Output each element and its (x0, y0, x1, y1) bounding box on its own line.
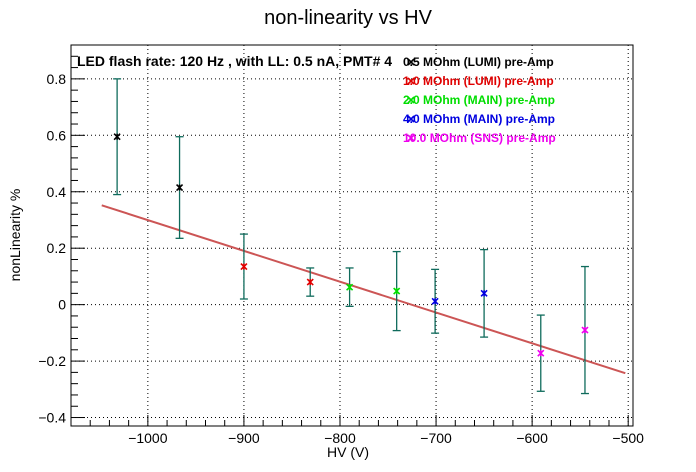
y-axis-label: nonLinearity % (7, 189, 23, 282)
y-tick-label: 0.6 (47, 127, 67, 143)
legend-entry: 10.0 MOhm (SNS) pre-Amp (403, 131, 556, 145)
data-point (431, 297, 439, 305)
data-point (175, 183, 184, 192)
legend-marker (407, 96, 415, 104)
data-marks (113, 78, 589, 395)
legend-entry: 2.0 MOhm (MAIN) pre-Amp (403, 93, 555, 107)
legend: 0.5 MOhm (LUMI) pre-Amp 1.0 MOhm (LUMI) p… (403, 55, 556, 145)
x-tick-label: −500 (612, 430, 644, 446)
legend-marker-stroke (407, 115, 415, 123)
data-point (113, 133, 121, 141)
legend-marker (407, 134, 415, 142)
x-tick-label: −1000 (128, 430, 168, 446)
fit-line (101, 204, 626, 375)
x-tick-label: −800 (324, 430, 356, 446)
y-tick-label: −0.4 (38, 410, 66, 426)
grid-lines (71, 45, 633, 426)
y-tick-label: 0.8 (47, 71, 67, 87)
y-tick-label: 0.4 (47, 184, 67, 200)
fit-line-group (101, 204, 626, 375)
y-tick-label: 0.2 (47, 240, 67, 256)
legend-marker-stroke (407, 134, 415, 142)
x-tick-label: −700 (420, 430, 452, 446)
plot-frame (70, 44, 634, 427)
data-point (240, 262, 248, 271)
legend-entry: 4.0 MOhm (MAIN) pre-Amp (403, 112, 555, 126)
legend-entry: 1.0 MOhm (LUMI) pre-Amp (403, 74, 554, 88)
data-point (581, 326, 589, 334)
legend-marker-stroke (407, 58, 415, 66)
chart-annotation: LED flash rate: 120 Hz , with LL: 0.5 nA… (77, 53, 392, 69)
x-axis-label: HV (V) (327, 444, 369, 460)
chart-title: non-linearity vs HV (264, 7, 433, 29)
data-point (480, 289, 488, 297)
data-point (393, 287, 401, 295)
data-point (537, 349, 545, 357)
legend-marker (407, 77, 415, 85)
data-point (306, 278, 314, 286)
y-tick-label: 0 (58, 297, 66, 313)
legend-marker-stroke (407, 96, 415, 104)
legend-marker (407, 58, 415, 66)
data-point (346, 283, 354, 291)
y-tick-label: −0.2 (38, 353, 66, 369)
x-tick-label: −600 (516, 430, 548, 446)
legend-marker-stroke (407, 77, 415, 85)
legend-marker (407, 115, 415, 123)
axis-ticks: −1000 −900 −800 −700 −600 −500 −0.4 −0.2 0 0.2 0.4… (38, 44, 644, 446)
legend-entry: 0.5 MOhm (LUMI) pre-Amp (403, 55, 554, 69)
x-tick-label: −900 (228, 430, 260, 446)
